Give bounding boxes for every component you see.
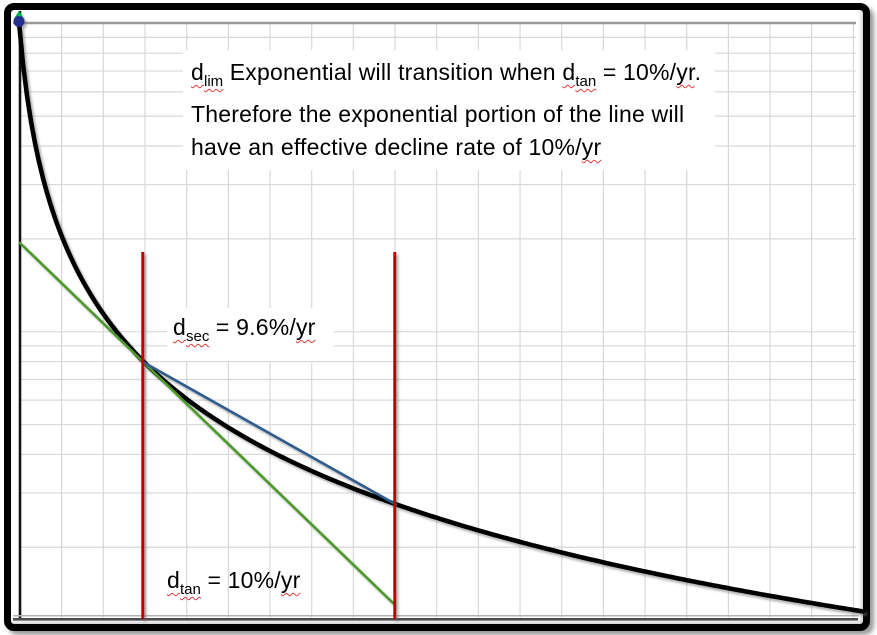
subscript-text: lim — [204, 73, 224, 90]
subscript-text: sec — [186, 328, 210, 345]
label-text: d — [167, 567, 180, 593]
label-text: = 10%/ — [200, 567, 281, 593]
annotation-note: dlim Exponential will transition when dt… — [183, 50, 716, 170]
label-text: . — [694, 59, 702, 85]
label-text: Exponential will transition when — [223, 59, 563, 85]
annotation-dtan-label: dtan = 10%/yr — [161, 561, 306, 609]
secant-line — [141, 360, 398, 506]
label-text: yr — [295, 314, 316, 340]
label-text: have an effective decline rate of 10%/ — [191, 134, 582, 160]
series-group — [13, 10, 866, 619]
label-text: d — [191, 59, 204, 85]
tangent-line — [18, 241, 395, 605]
label-text: yr — [280, 567, 301, 593]
label-text: d — [562, 59, 576, 85]
subscript-text: tan — [575, 73, 597, 90]
label-text: yr — [676, 59, 695, 85]
annotation-dsec-label: dsec = 9.6%/yr — [167, 308, 334, 361]
annotation-note-line: Therefore the exponential portion of the… — [191, 98, 701, 131]
start-marker-circle — [13, 16, 25, 27]
label-text: = 9.6%/ — [209, 314, 296, 340]
label-text: d — [173, 314, 186, 340]
picture-frame — [4, 3, 870, 631]
annotation-note-line: have an effective decline rate of 10%/yr — [191, 131, 701, 164]
annotation-note-line: dlim Exponential will transition when dt… — [191, 56, 701, 98]
label-text: yr — [581, 134, 602, 160]
subscript-text: tan — [180, 581, 201, 598]
label-text: = 10%/ — [596, 59, 677, 85]
label-text: Therefore the exponential portion of the… — [191, 101, 685, 127]
